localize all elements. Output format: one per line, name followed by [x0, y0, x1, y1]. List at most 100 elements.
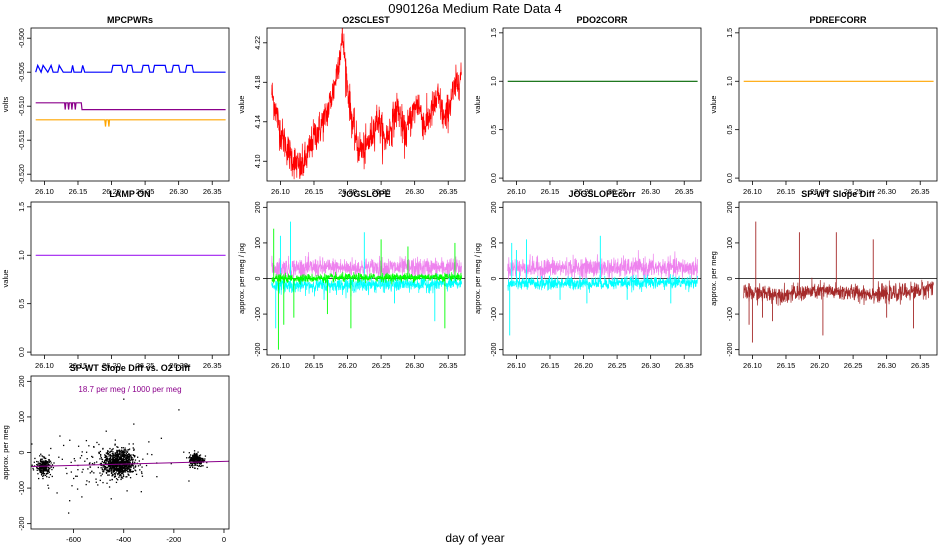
- scatter-point: [196, 459, 198, 461]
- scatter-point: [91, 455, 93, 458]
- scatter-point: [118, 462, 120, 464]
- y-tick-label: 0: [255, 276, 262, 280]
- scatter-point: [123, 398, 125, 400]
- scatter-point: [117, 472, 119, 475]
- scatter-point: [116, 455, 118, 458]
- x-tick-label: 26.10: [35, 187, 54, 196]
- x-tick-label: 26.15: [305, 187, 324, 196]
- x-tick-label: 26.35: [203, 361, 222, 370]
- scatter-point: [65, 467, 67, 470]
- scatter-point: [194, 455, 197, 457]
- scatter-point: [125, 464, 127, 466]
- scatter-point: [122, 452, 125, 454]
- scatter-point: [124, 464, 126, 466]
- scatter-point: [196, 464, 199, 467]
- scatter-point: [192, 462, 194, 465]
- scatter-point: [45, 460, 47, 462]
- scatter-point: [196, 455, 198, 458]
- y-tick-label: 4.22: [255, 36, 262, 50]
- scatter-point: [105, 455, 108, 457]
- scatter-point: [109, 460, 111, 462]
- scatter-point: [36, 466, 38, 469]
- scatter-point: [46, 476, 48, 478]
- scatter-point: [40, 467, 42, 469]
- scatter-point: [107, 466, 109, 469]
- scatter-point: [87, 468, 89, 470]
- scatter-point: [121, 447, 123, 449]
- scatter-point: [102, 470, 104, 473]
- scatter-point: [127, 458, 130, 460]
- scatter-point: [130, 458, 132, 461]
- scatter-point: [204, 458, 206, 460]
- scatter-point: [109, 454, 112, 456]
- scatter-point: [107, 453, 109, 456]
- x-tick-label: 26.15: [777, 361, 796, 370]
- scatter-point: [189, 460, 191, 462]
- scatter-point: [36, 469, 38, 471]
- x-tick-label: 26.35: [439, 361, 458, 370]
- scatter-point: [196, 468, 199, 470]
- scatter-point: [85, 483, 87, 486]
- scatter-point: [103, 464, 105, 467]
- scatter-point: [118, 456, 120, 458]
- scatter-point: [74, 460, 76, 462]
- scatter-point: [123, 456, 125, 458]
- series-line: [507, 272, 698, 293]
- x-tick-label: 26.10: [271, 361, 290, 370]
- scatter-point: [123, 458, 125, 460]
- scatter-point: [44, 468, 46, 471]
- scatter-point: [110, 470, 113, 472]
- scatter-point: [118, 461, 120, 464]
- scatter-point: [107, 451, 109, 454]
- scatter-point: [117, 456, 119, 458]
- scatter-point: [127, 467, 129, 470]
- scatter-point: [103, 468, 105, 471]
- scatter-point: [132, 458, 134, 461]
- scatter-point: [48, 476, 50, 479]
- scatter-point: [119, 467, 122, 469]
- scatter-point: [40, 453, 42, 455]
- x-tick-label: 26.25: [844, 361, 863, 370]
- scatter-point: [126, 455, 128, 457]
- scatter-point: [110, 498, 112, 500]
- scatter-point: [106, 456, 108, 458]
- scatter-point: [102, 465, 105, 467]
- scatter-point: [47, 487, 50, 489]
- scatter-point: [104, 468, 107, 470]
- scatter-point: [122, 470, 124, 472]
- y-axis-label: value: [473, 96, 482, 114]
- scatter-point: [112, 448, 114, 450]
- scatter-point: [203, 459, 206, 462]
- scatter-point: [104, 466, 107, 468]
- x-tick-label: 26.25: [608, 187, 627, 196]
- scatter-point: [62, 444, 65, 447]
- scatter-point: [110, 459, 112, 461]
- scatter-point: [122, 468, 124, 470]
- scatter-point: [189, 458, 191, 461]
- chart-title: JOGSLOPE: [341, 189, 391, 199]
- scatter-point: [196, 454, 198, 456]
- y-axis-label: value: [709, 96, 718, 114]
- y-tick-label: 4.14: [255, 115, 262, 129]
- scatter-point: [49, 467, 51, 469]
- scatter-point: [198, 458, 200, 461]
- scatter-point: [42, 475, 44, 477]
- scatter-point: [86, 458, 88, 460]
- scatter-point: [193, 467, 196, 469]
- scatter-point: [109, 479, 111, 481]
- scatter-point: [121, 454, 124, 457]
- scatter-point: [101, 468, 104, 470]
- scatter-point: [132, 470, 134, 473]
- scatter-point: [130, 456, 132, 458]
- scatter-point: [128, 455, 131, 457]
- x-tick-label: 26.35: [439, 187, 458, 196]
- x-tick-label: 26.20: [338, 361, 357, 370]
- scatter-point: [121, 472, 123, 475]
- scatter-point: [99, 479, 101, 482]
- x-tick-label: 26.35: [675, 361, 694, 370]
- scatter-point: [119, 451, 121, 453]
- scatter-point: [196, 463, 198, 465]
- scatter-point: [93, 472, 95, 474]
- scatter-point: [42, 477, 44, 480]
- x-tick-label: 26.30: [169, 187, 188, 196]
